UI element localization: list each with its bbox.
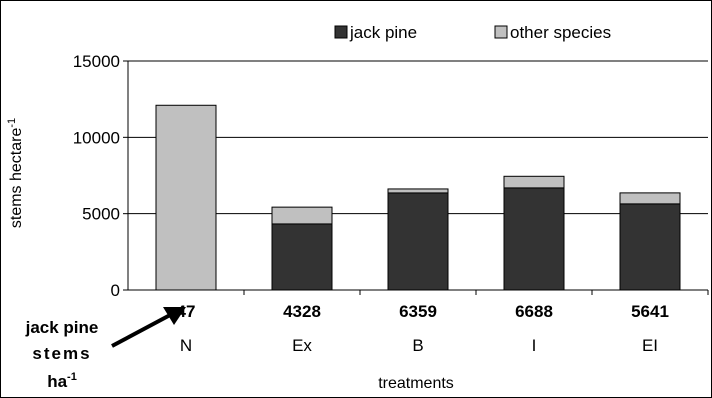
annotation-arrow-shaft (111, 312, 173, 348)
legend-label-jack-pine: jack pine (349, 23, 417, 42)
count-label-n: 47 (177, 302, 196, 321)
bar-b-jack-pine (387, 192, 449, 291)
annotation-line-1: jack pine (25, 318, 99, 337)
bar-n-other-species (155, 104, 217, 291)
legend: jack pine other species (334, 23, 611, 42)
x-tick-label-b: B (412, 336, 423, 355)
y-tick-label-5000: 5000 (82, 205, 120, 224)
x-tick-label-ex: Ex (292, 336, 312, 355)
y-tick-label-10000: 10000 (73, 128, 120, 147)
y-axis-title: stems hectare-1 (6, 118, 25, 228)
annotation-arrow-head (163, 307, 186, 325)
y-tick-label-0: 0 (111, 281, 120, 300)
jack-pine-stems-annotation: jack pine stems ha-1 (25, 307, 186, 391)
bar-ei-other-species (619, 192, 681, 205)
legend-label-other-species: other species (510, 23, 611, 42)
count-label-b: 6359 (399, 302, 437, 321)
bar-ex-other-species (271, 206, 333, 225)
annotation-line-3: ha-1 (47, 371, 77, 391)
count-label-ex: 4328 (283, 302, 321, 321)
legend-swatch-jack-pine (334, 25, 348, 39)
y-tick-label-15000: 15000 (73, 52, 120, 71)
bar-ei-jack-pine (619, 203, 681, 291)
axes (123, 60, 709, 295)
x-tick-labels: N Ex B I EI (180, 336, 658, 355)
legend-swatch-other-species (494, 25, 508, 39)
x-axis-title: treatments (378, 375, 454, 392)
x-tick-label-n: N (180, 336, 192, 355)
bar-ex-jack-pine (271, 223, 333, 291)
count-label-ei: 5641 (631, 302, 669, 321)
annotation-line-2: stems (32, 344, 91, 363)
bar-i-other-species (503, 175, 565, 189)
count-label-i: 6688 (515, 302, 553, 321)
y-tick-labels: 0 5000 10000 15000 (73, 52, 120, 300)
x-tick-label-ei: EI (642, 336, 658, 355)
bar-b-other-species (387, 188, 449, 194)
x-tick-label-i: I (532, 336, 537, 355)
jack-pine-count-labels: 47 4328 6359 6688 5641 (177, 302, 669, 321)
bar-i-jack-pine (503, 187, 565, 291)
bars (155, 104, 681, 291)
